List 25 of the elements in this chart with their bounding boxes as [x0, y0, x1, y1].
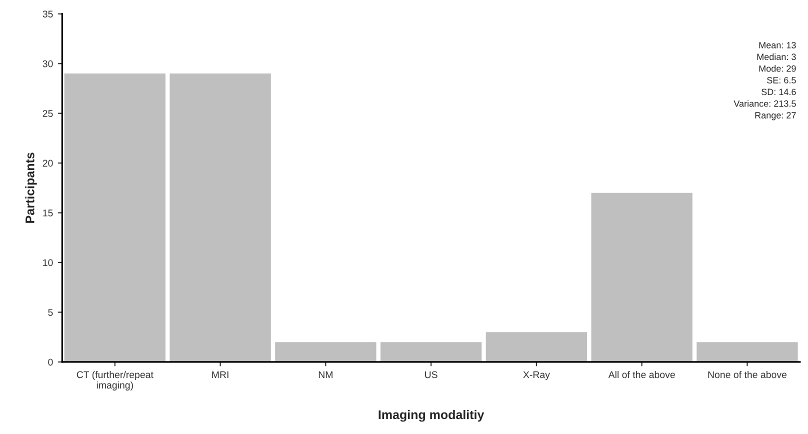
- bar: [486, 332, 588, 362]
- y-tick-label: 25: [42, 110, 53, 117]
- y-tick-label: 0: [48, 358, 53, 366]
- x-tick-label: MRI: [212, 371, 228, 378]
- bar: [380, 342, 482, 362]
- x-tick-label: All of the above: [608, 370, 675, 378]
- y-tick-label: 20: [42, 160, 53, 167]
- x-tick-label: None of the above: [708, 370, 787, 378]
- bar: [275, 342, 376, 362]
- x-tick-label: CT (further/repeat imaging): [76, 370, 154, 391]
- y-tick-label: 5: [48, 309, 53, 316]
- x-tick-label: US: [425, 371, 438, 378]
- annotation: Mean: 13 Median: 3 Mode: 29 SE: 6.5 SD: 14.6 Variance: 213.5 Range: 27: [734, 42, 796, 120]
- y-tick-label: 30: [42, 60, 53, 68]
- x-axis-title: Imaging modalitiy: [378, 410, 484, 422]
- bar: [170, 74, 271, 362]
- x-tick-label: X-Ray: [523, 371, 550, 380]
- y-tick-label: 15: [43, 210, 53, 216]
- bar: [591, 192, 692, 362]
- y-tick-label: 35: [42, 10, 53, 18]
- bar: [696, 342, 798, 362]
- x-tick-label: NM: [318, 371, 332, 378]
- y-tick-label: 10: [43, 259, 53, 266]
- bar: [64, 74, 166, 362]
- y-axis-title: Participants: [25, 152, 37, 223]
